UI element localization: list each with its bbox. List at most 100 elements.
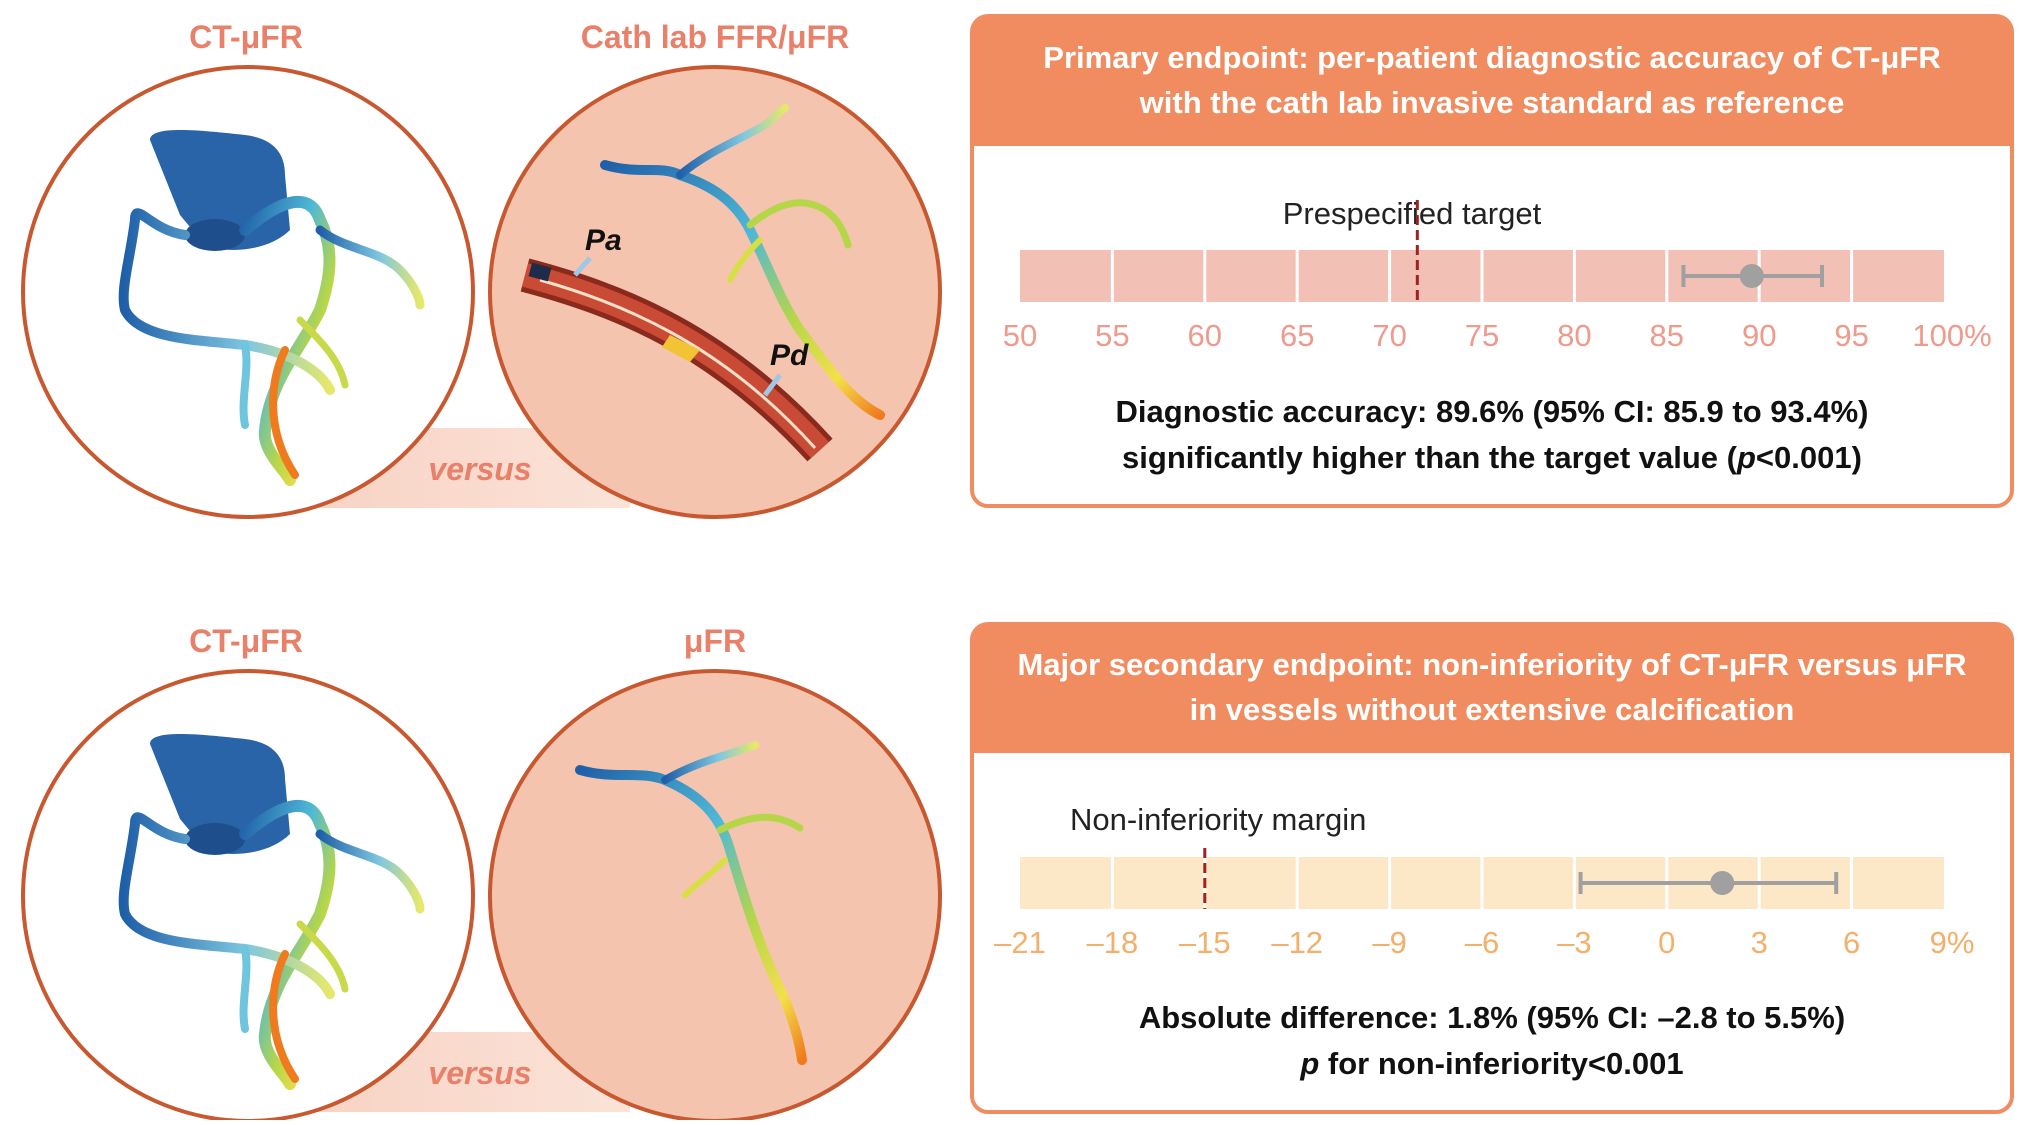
axis-tick-label: 0 <box>1658 925 1675 960</box>
non-inferiority-margin-label: Non-inferiority margin <box>1070 802 1366 837</box>
axis-band-segment <box>1020 857 1113 909</box>
lca-vessel <box>239 196 336 486</box>
top-illustration: versus CT-μFR Cath lab FFR/μFR <box>21 19 942 519</box>
pressure-wire-catheter <box>520 256 833 462</box>
angio-lower-branch <box>727 237 763 283</box>
point-estimate-dot <box>1739 264 1764 288</box>
primary-result-p: p <box>1736 440 1756 475</box>
lad-branch <box>315 225 425 310</box>
ct-coronary-model-top <box>118 130 425 486</box>
axis-band-segment <box>1204 857 1298 909</box>
ct-mufr-caption-bottom: CT-μFR <box>189 623 303 659</box>
axis-tick-label: 90 <box>1742 318 1776 353</box>
primary-result-line2: significantly higher than the target val… <box>1122 440 1862 475</box>
axis-band-segment <box>1297 250 1390 302</box>
axis-tick-label: 85 <box>1650 318 1684 353</box>
axis-tick-label: –15 <box>1179 925 1231 960</box>
primary-title-line2: with the cath lab invasive standard as r… <box>1139 85 1845 120</box>
angio-vessel-top <box>600 104 885 420</box>
angio-main-vessel <box>600 160 885 420</box>
cx-branch <box>296 316 349 389</box>
axis-band-segment <box>1389 250 1482 302</box>
ct-model-circle-bottom <box>21 669 475 1123</box>
axis-tick-label: 9% <box>1930 925 1975 960</box>
pd-label: Pd <box>770 339 809 372</box>
secondary-title-line2: in vessels without extensive calcificati… <box>1190 692 1795 727</box>
axis-tick-label: 95 <box>1834 318 1868 353</box>
axis-band-segment <box>1482 250 1575 302</box>
secondary-result-p: p <box>1299 1046 1319 1081</box>
axis-band-segment <box>1482 857 1575 909</box>
pd-pointer <box>763 373 782 397</box>
primary-forest-axis: 50 55 60 65 70 75 80 85 90 95 100% <box>1003 200 1992 353</box>
primary-result-line1: Diagnostic accuracy: 89.6% (95% CI: 85.9… <box>1116 394 1869 429</box>
axis-tick-label: –12 <box>1271 925 1323 960</box>
primary-result-suffix: <0.001) <box>1756 440 1862 475</box>
guide-wire <box>539 278 817 450</box>
angio-main-vessel-bottom <box>575 765 807 1065</box>
aortic-root <box>185 219 245 251</box>
axis-tick-label: –18 <box>1087 925 1139 960</box>
pa-label: Pa <box>585 224 622 257</box>
cx-branch-bottom <box>296 920 349 993</box>
axis-tick-label: 75 <box>1465 318 1499 353</box>
angio-mid-branch <box>746 199 852 249</box>
versus-label-bottom: versus <box>428 1055 531 1091</box>
pa-pointer <box>573 256 592 277</box>
secondary-panel-header <box>972 624 2012 753</box>
axis-tick-label: 50 <box>1003 318 1037 353</box>
angio-upper-branch <box>676 104 789 179</box>
axis-tick-label: 55 <box>1095 318 1129 353</box>
axis-band-segment <box>1574 250 1667 302</box>
axis-tick-label: 65 <box>1280 318 1314 353</box>
point-estimate-dot <box>1710 871 1735 895</box>
axis-band-segment <box>1020 250 1113 302</box>
axis-tick-label: –6 <box>1465 925 1499 960</box>
primary-title-line1: Primary endpoint: per-patient diagnostic… <box>1043 40 1940 75</box>
secondary-endpoint-panel: Major secondary endpoint: non-inferiorit… <box>970 622 2014 1114</box>
bottom-illustration: versus CT-μFR μFR <box>21 623 942 1123</box>
sensor-tip <box>528 262 552 282</box>
primary-endpoint-panel: Primary endpoint: per-patient diagnostic… <box>970 14 2014 508</box>
axis-tick-label: 60 <box>1188 318 1222 353</box>
axis-tick-label: 70 <box>1372 318 1406 353</box>
axis-tick-label: –21 <box>994 925 1046 960</box>
axis-band-segment <box>1297 857 1390 909</box>
mufr-circle-bottom <box>488 669 942 1123</box>
rca-distal-branch <box>239 341 251 429</box>
rca-distal-branch-bottom <box>239 945 251 1033</box>
versus-label-top: versus <box>428 451 531 487</box>
secondary-result-suffix: for non-inferiority<0.001 <box>1319 1046 1683 1081</box>
axis-band-segment <box>1204 250 1298 302</box>
orange-branch-bottom <box>269 950 299 1083</box>
angio-upper-branch-bottom <box>661 741 759 784</box>
lad-branch-bottom <box>315 829 425 914</box>
primary-result-prefix: significantly higher than the target val… <box>1122 440 1738 475</box>
axis-tick-label: 80 <box>1557 318 1591 353</box>
lca-vessel-bottom <box>239 800 336 1090</box>
ct-coronary-model-bottom <box>118 734 425 1090</box>
angio-vessel-bottom <box>575 741 807 1065</box>
axis-tick-label: –3 <box>1557 925 1591 960</box>
secondary-title-line1: Major secondary endpoint: non-inferiorit… <box>1017 647 1966 682</box>
angio-lower-branch-bottom <box>682 857 728 898</box>
axis-tick-label: 100% <box>1912 318 1991 353</box>
secondary-result-line2: p for non-inferiority<0.001 <box>1299 1046 1683 1081</box>
secondary-forest-axis: –21 –18 –15 –12 –9 –6 –3 0 3 6 9% <box>994 848 1974 960</box>
ct-model-circle-top <box>21 65 475 519</box>
axis-band-segment <box>1112 857 1205 909</box>
axis-tick-label: –9 <box>1372 925 1406 960</box>
axis-tick-label: 6 <box>1843 925 1860 960</box>
orange-branch-top <box>269 346 299 479</box>
prespecified-target-label: Prespecified target <box>1283 196 1542 231</box>
axis-tick-label: 3 <box>1751 925 1768 960</box>
stenosis-marker <box>662 335 700 362</box>
primary-panel-header <box>972 16 2012 146</box>
cath-lab-circle <box>488 65 942 519</box>
axis-band-segment <box>1389 857 1482 909</box>
cath-lab-caption: Cath lab FFR/μFR <box>581 19 849 55</box>
angio-mid-branch-bottom <box>716 813 804 834</box>
axis-band-segment <box>1851 857 1944 909</box>
axis-band-segment <box>1112 250 1205 302</box>
